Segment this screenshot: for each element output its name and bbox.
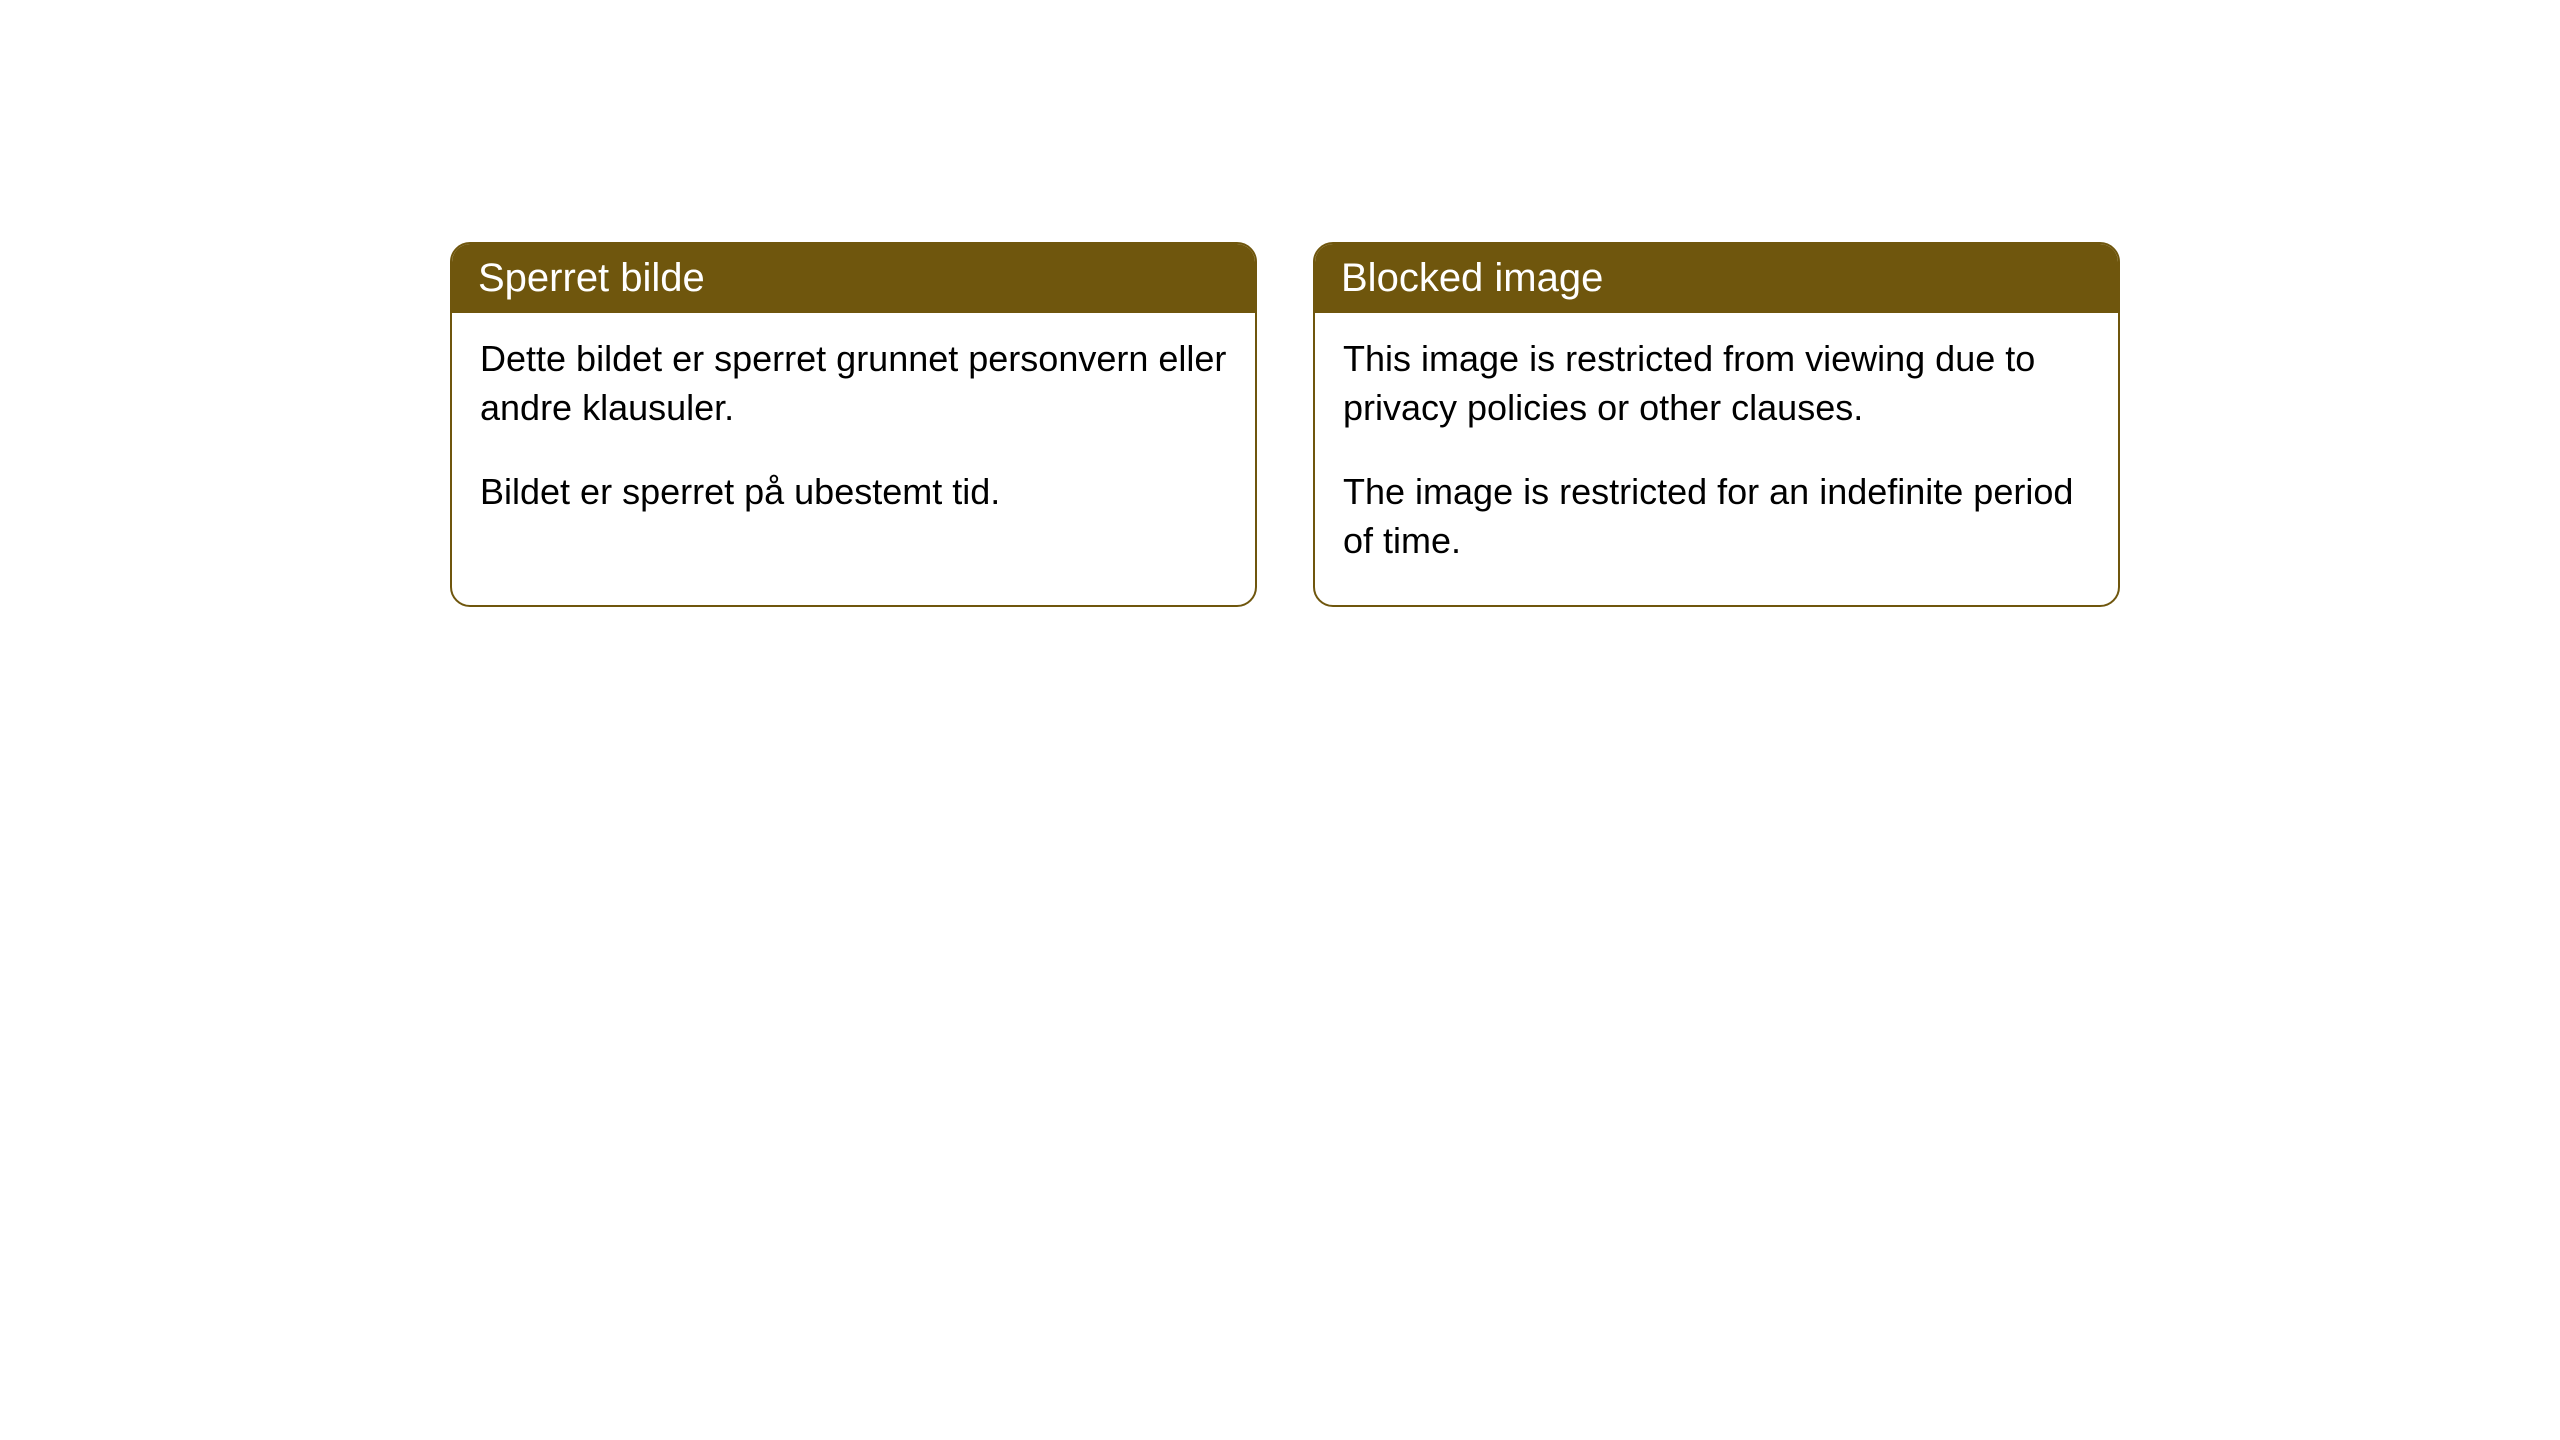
blocked-image-card-english: Blocked image This image is restricted f…	[1313, 242, 2120, 607]
blocked-image-card-norwegian: Sperret bilde Dette bildet er sperret gr…	[450, 242, 1257, 607]
card-header: Sperret bilde	[452, 244, 1255, 313]
notice-cards-container: Sperret bilde Dette bildet er sperret gr…	[450, 242, 2120, 607]
card-paragraph: Bildet er sperret på ubestemt tid.	[480, 468, 1227, 517]
card-title: Sperret bilde	[478, 256, 705, 300]
card-body: This image is restricted from viewing du…	[1315, 313, 2118, 605]
card-header: Blocked image	[1315, 244, 2118, 313]
card-paragraph: This image is restricted from viewing du…	[1343, 335, 2090, 432]
card-paragraph: The image is restricted for an indefinit…	[1343, 468, 2090, 565]
card-body: Dette bildet er sperret grunnet personve…	[452, 313, 1255, 557]
card-paragraph: Dette bildet er sperret grunnet personve…	[480, 335, 1227, 432]
card-title: Blocked image	[1341, 256, 1603, 300]
